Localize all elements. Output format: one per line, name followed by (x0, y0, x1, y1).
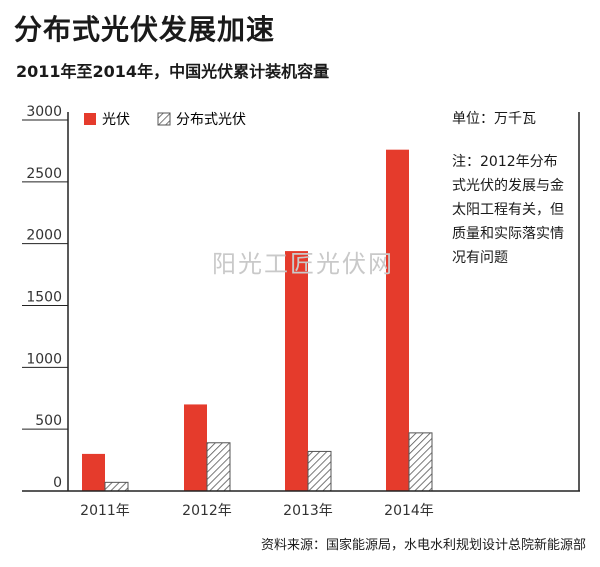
bar-pv-0 (82, 453, 105, 491)
chart-note: 注：2012年分布式光伏的发展与金太阳工程有关，但质量和实际落实情况有问题 (452, 154, 564, 266)
bar-distributed-1 (206, 442, 231, 492)
legend-label-distributed: 分布式光伏 (176, 112, 246, 128)
watermark-text: 阳光工匠光伏网 (212, 250, 394, 278)
y-tick-label: 500 (35, 413, 62, 429)
x-tick-label: 2013年 (283, 503, 333, 519)
legend: 光伏 分布式光伏 (84, 112, 246, 128)
x-tick-label: 2012年 (182, 503, 232, 519)
x-tick-label: 2011年 (80, 503, 130, 519)
y-tick-label: 0 (53, 475, 62, 491)
y-tick-label: 1500 (26, 290, 62, 306)
y-tick-label: 1000 (26, 351, 62, 367)
bar-pv-1 (184, 404, 207, 491)
legend-label-pv: 光伏 (102, 112, 130, 128)
legend-swatch-distributed (157, 112, 171, 126)
y-tick-label: 3000 (26, 104, 62, 120)
bar-pv-3 (386, 149, 409, 491)
chart-subtitle: 2011年至2014年，中国光伏累计装机容量 (16, 62, 330, 81)
bar-distributed-2 (307, 450, 332, 492)
chart-title: 分布式光伏发展加速 (14, 13, 276, 46)
source-text: 资料来源：国家能源局，水电水利规划设计总院新能源部 (260, 538, 586, 553)
y-tick-label: 2000 (26, 228, 62, 244)
unit-label: 单位：万千瓦 (452, 111, 536, 127)
bar-distributed-3 (408, 432, 433, 492)
bar-distributed-0 (104, 481, 129, 492)
legend-swatch-pv (84, 113, 96, 125)
x-tick-label: 2014年 (384, 503, 434, 519)
y-tick-label: 2500 (26, 166, 62, 182)
bar-pv-2 (285, 251, 308, 491)
